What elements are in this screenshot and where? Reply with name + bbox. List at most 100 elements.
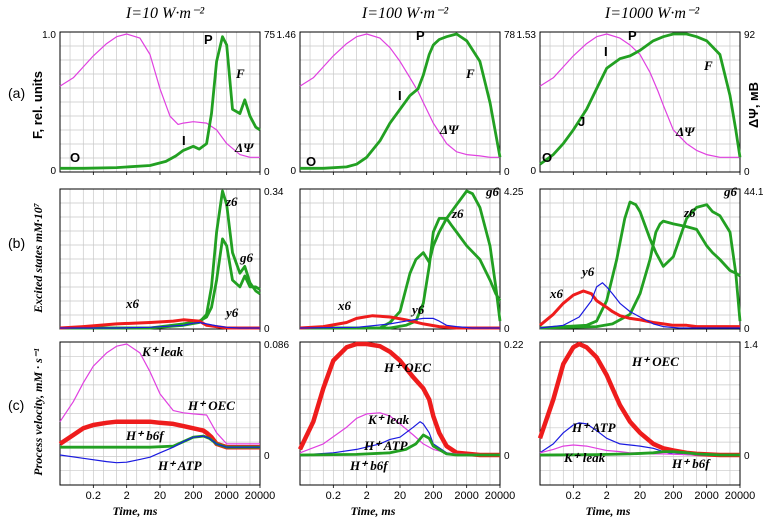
y-axis-label-c: Process velocity, mM · s⁻¹ bbox=[31, 348, 45, 476]
series-annotation: g6 bbox=[239, 250, 254, 265]
series-annotation: H⁺ OEC bbox=[187, 398, 235, 413]
series-3 bbox=[539, 450, 740, 457]
series-annotation: H⁺ OEC bbox=[383, 360, 431, 375]
series-0 bbox=[59, 33, 260, 158]
right-tick-top: 44.1 bbox=[744, 187, 764, 198]
x-tick-label: 2 bbox=[364, 490, 370, 502]
series-annotation: K⁺ leak bbox=[563, 450, 606, 465]
x-tick-label: 2000 bbox=[454, 490, 478, 502]
series-annotation: H⁺ b6f bbox=[125, 428, 165, 443]
series-1 bbox=[58, 419, 260, 450]
x-tick-label: 0.2 bbox=[326, 490, 341, 502]
series-3 bbox=[60, 321, 260, 329]
series-annotation: x6 bbox=[337, 298, 352, 313]
x-tick-label: 2000 bbox=[694, 490, 718, 502]
right-tick-bottom: 0 bbox=[744, 167, 750, 178]
series-annotation: H⁺ ATP bbox=[571, 420, 617, 435]
series-3 bbox=[59, 435, 260, 464]
series-annotation: I bbox=[604, 44, 608, 59]
x-tick-label: 200 bbox=[424, 490, 442, 502]
series-1 bbox=[300, 32, 502, 170]
x-tick-label: 200 bbox=[184, 490, 202, 502]
x-axis-label: Time, ms bbox=[586, 504, 631, 518]
right-tick-top: 0.086 bbox=[264, 340, 289, 351]
series-annotation: z6 bbox=[225, 194, 238, 209]
right-tick-bottom: 0 bbox=[504, 167, 510, 178]
row-letter: (a) bbox=[8, 85, 25, 101]
series-1 bbox=[60, 237, 261, 330]
series-annotation: J bbox=[578, 114, 585, 129]
series-2 bbox=[299, 314, 500, 330]
series-0 bbox=[59, 343, 260, 445]
x-tick-label: 20 bbox=[394, 490, 406, 502]
left-tick-bottom: 0 bbox=[50, 166, 56, 177]
series-annotation: O bbox=[306, 154, 316, 169]
right-tick-top: 75 bbox=[264, 30, 276, 41]
right-tick-top: 1.4 bbox=[744, 340, 758, 351]
panel-a-1: 1.0 0 75 0 O I P F ΔΨ bbox=[42, 30, 275, 178]
series-0 bbox=[539, 200, 742, 330]
series-2 bbox=[539, 444, 740, 456]
panel-c-1: 0.2 2 20 200 2000 20000 0.086 0 K⁺ leak H⁺ OEC H⁺ … bbox=[58, 340, 289, 502]
series-2 bbox=[539, 289, 740, 329]
right-tick-bottom: 0 bbox=[264, 167, 270, 178]
left-tick-bottom: 0 bbox=[290, 166, 296, 177]
x-tick-label: 20000 bbox=[485, 490, 516, 502]
series-annotation: F bbox=[465, 66, 475, 81]
left-tick-bottom: 0 bbox=[530, 166, 536, 177]
right-tick-bottom: 0 bbox=[504, 324, 510, 335]
series-annotation: ΔΨ bbox=[675, 124, 696, 139]
series-annotation: O bbox=[542, 150, 552, 165]
series-annotation: z6 bbox=[451, 206, 464, 221]
row-letter: (b) bbox=[8, 235, 25, 251]
right-tick-bottom: 0 bbox=[504, 451, 510, 462]
series-3 bbox=[539, 282, 740, 329]
panel-b-2: 4.25 0 g6 z6 x6 y6 bbox=[299, 184, 524, 335]
series-annotation: K⁺ leak bbox=[367, 412, 410, 427]
series-0 bbox=[297, 341, 500, 458]
column-title: I=10 W·m⁻² bbox=[125, 5, 205, 22]
x-tick-label: 20000 bbox=[725, 490, 756, 502]
left-tick-top: 1.46 bbox=[277, 30, 297, 41]
right-tick-top: 0.34 bbox=[264, 187, 284, 198]
x-tick-label: 2000 bbox=[214, 490, 238, 502]
x-tick-label: 0.2 bbox=[86, 490, 101, 502]
left-tick-top: 1.53 bbox=[517, 30, 537, 41]
series-1 bbox=[539, 219, 741, 330]
left-tick-top: 1.0 bbox=[42, 30, 56, 41]
series-1 bbox=[60, 35, 261, 170]
column-title: I=100 W·m⁻² bbox=[361, 5, 449, 22]
row-letter: (c) bbox=[8, 397, 24, 413]
panel-b-3: 44.1 0 g6 z6 y6 x6 bbox=[539, 184, 764, 335]
right-tick-top: 4.25 bbox=[504, 187, 524, 198]
panel-c-3: 0.2 2 20 200 2000 20000 1.4 0 H⁺ OEC H⁺ ATP K⁺ lea… bbox=[537, 340, 758, 502]
series-annotation: F bbox=[235, 66, 245, 81]
series-annotation: ΔΨ bbox=[439, 122, 460, 137]
x-axis-label: Time, ms bbox=[113, 504, 158, 518]
series-3 bbox=[299, 317, 500, 329]
series-annotation: O bbox=[70, 150, 80, 165]
right-tick-bottom: 0 bbox=[264, 451, 270, 462]
right-tick-bottom: 0 bbox=[264, 324, 270, 335]
x-tick-label: 2 bbox=[124, 490, 130, 502]
series-annotation: y6 bbox=[580, 264, 595, 279]
x-tick-label: 0.2 bbox=[566, 490, 581, 502]
series-annotation: H⁺ OEC bbox=[631, 354, 679, 369]
x-axis-label: Time, ms bbox=[351, 504, 396, 518]
series-annotation: x6 bbox=[549, 286, 564, 301]
series-annotation: y6 bbox=[224, 305, 239, 320]
series-1 bbox=[539, 32, 742, 166]
series-0 bbox=[300, 189, 502, 330]
series-annotation: P bbox=[416, 28, 425, 43]
column-title: I=1000 W·m⁻² bbox=[604, 5, 700, 22]
panel-b-1: 0.34 0 z6 g6 x6 y6 bbox=[59, 187, 284, 335]
right-tick-top: 0.22 bbox=[504, 340, 524, 351]
series-annotation: H⁺ b6f bbox=[671, 456, 711, 471]
right-tick-top: 78 bbox=[504, 30, 516, 41]
x-tick-label: 20 bbox=[634, 490, 646, 502]
series-annotation: x6 bbox=[125, 296, 140, 311]
